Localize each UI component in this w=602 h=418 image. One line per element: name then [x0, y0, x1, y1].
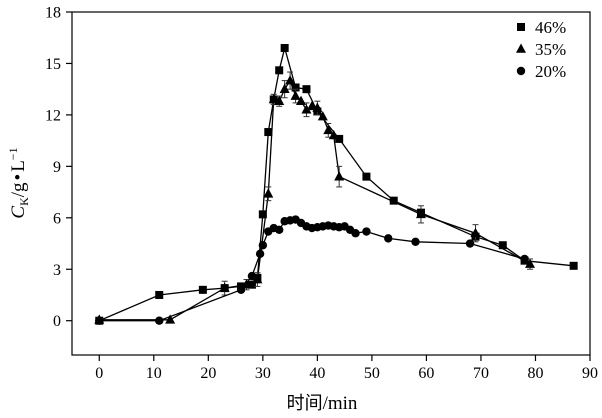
legend-marker-square: [517, 23, 525, 31]
y-tick-label: 15: [45, 56, 61, 73]
data-point-square: [280, 44, 289, 53]
data-point-square: [335, 134, 344, 143]
data-point-triangle: [219, 282, 230, 292]
series-line-triangle: [99, 79, 531, 321]
data-point-triangle: [268, 93, 279, 104]
legend-marker-circle: [516, 66, 526, 76]
data-point-circle: [95, 316, 104, 325]
y-axis-dot: •: [8, 174, 29, 181]
data-point-triangle: [290, 90, 301, 100]
data-point-square: [258, 210, 267, 219]
data-point-square: [275, 66, 284, 75]
data-point-square: [155, 290, 164, 299]
x-tick-label: 70: [473, 365, 489, 382]
data-point-triangle: [525, 258, 536, 268]
legend-label: 35%: [535, 40, 566, 59]
data-point-circle: [384, 234, 393, 243]
y-tick-label: 6: [53, 210, 61, 227]
data-point-triangle: [274, 95, 285, 105]
data-point-square: [247, 280, 256, 289]
data-point-triangle: [470, 227, 481, 238]
y-axis-unit-a: /g: [8, 182, 29, 197]
data-point-square: [302, 85, 311, 94]
legend-label: 46%: [535, 18, 566, 37]
x-tick-label: 60: [418, 365, 434, 382]
legend: 46% 35% 20%: [516, 18, 566, 81]
x-axis-label-unit: /min: [323, 393, 358, 414]
data-point-triangle: [296, 95, 307, 105]
y-tick-label: 9: [53, 159, 61, 176]
data-point-triangle: [334, 171, 345, 181]
x-axis-label-main: 时间: [287, 393, 323, 414]
x-tick-label: 10: [146, 365, 162, 382]
tick-marks: [66, 11, 591, 361]
series-layer: [94, 44, 578, 325]
data-point-triangle: [165, 314, 176, 324]
series-circle: [95, 215, 529, 325]
data-point-triangle: [263, 188, 274, 198]
data-point-triangle: [285, 75, 296, 85]
tick-labels: 0 10 20 30 40 50 60 70 80 90 0 3 6 9 12 15 18: [45, 5, 598, 383]
x-tick-label: 90: [582, 365, 598, 382]
data-point-circle: [411, 237, 420, 247]
x-tick-label: 20: [200, 365, 216, 382]
y-axis-unit-b: L: [8, 160, 29, 172]
y-axis-subscript: K: [17, 197, 31, 206]
data-point-triangle: [301, 104, 312, 114]
data-point-circle: [255, 249, 265, 259]
data-point-triangle: [252, 274, 263, 284]
data-point-triangle: [328, 129, 339, 140]
data-point-triangle: [279, 83, 290, 93]
data-point-circle: [247, 271, 257, 281]
data-point-triangle: [415, 208, 426, 219]
data-point-circle: [362, 227, 371, 236]
data-point-square: [291, 83, 300, 92]
data-point-square: [362, 172, 371, 181]
series-line-circle: [99, 218, 525, 322]
y-axis-superscript: −1: [6, 147, 20, 160]
data-point-triangle: [306, 100, 317, 111]
data-point-triangle: [312, 102, 323, 112]
y-tick-label: 3: [53, 262, 61, 279]
data-point-circle: [275, 225, 284, 235]
data-point-square: [569, 261, 578, 270]
series-line-square: [99, 45, 574, 322]
y-tick-label: 18: [45, 5, 61, 22]
x-tick-label: 30: [255, 365, 271, 382]
x-tick-label: 0: [95, 365, 103, 382]
data-point-circle: [520, 254, 529, 264]
data-point-square: [264, 128, 273, 137]
data-point-square: [389, 196, 398, 205]
data-point-triangle: [317, 111, 328, 121]
data-point-circle: [258, 241, 268, 250]
legend-label: 20%: [535, 62, 566, 81]
y-axis-var: C: [8, 206, 29, 219]
plot-area-frame: [71, 11, 591, 356]
series-square: [95, 44, 578, 325]
data-point-circle: [155, 316, 164, 325]
x-tick-label: 40: [309, 365, 325, 382]
y-tick-label: 12: [45, 107, 61, 124]
data-point-square: [498, 241, 507, 250]
series-triangle: [94, 71, 536, 324]
y-axis-label: CK/g• L−1: [6, 147, 31, 218]
data-point-circle: [465, 239, 475, 248]
x-tick-label: 50: [364, 365, 380, 382]
y-tick-label: 0: [53, 313, 61, 330]
data-point-circle: [351, 229, 360, 238]
x-tick-label: 80: [527, 365, 543, 382]
data-point-circle: [236, 285, 246, 295]
data-point-square: [198, 285, 207, 294]
x-axis-label: 时间/min: [287, 393, 358, 414]
legend-marker-triangle: [516, 43, 526, 53]
data-point-triangle: [323, 124, 334, 135]
